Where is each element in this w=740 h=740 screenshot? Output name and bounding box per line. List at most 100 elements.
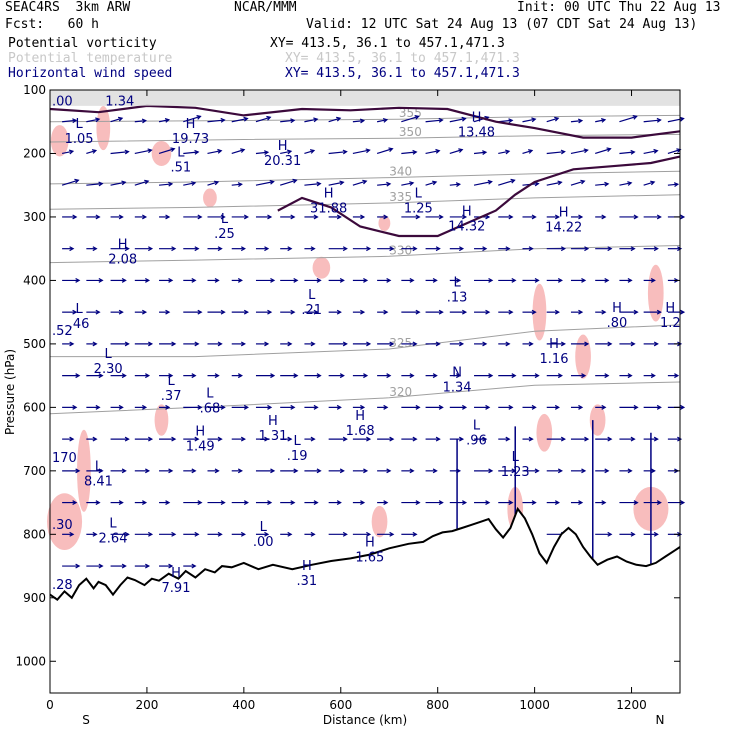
wind-vector-head — [680, 214, 686, 220]
wind-vector-head — [339, 468, 345, 474]
wind-vector-head — [461, 116, 467, 122]
wind-vector-head — [316, 277, 322, 283]
wind-vector-head — [656, 404, 662, 410]
wind-vector-head — [313, 309, 319, 315]
wind-vector — [134, 180, 149, 186]
wind-vector — [667, 183, 678, 186]
wind-vector-head — [98, 181, 104, 187]
wind-vector-head — [118, 404, 124, 410]
wind-vector-head — [69, 436, 75, 442]
stratosphere-band — [50, 90, 680, 106]
wind-vector-head — [171, 436, 177, 442]
wind-vector-head — [560, 246, 566, 252]
wind-vector-head — [604, 373, 610, 379]
wind-vector-head — [168, 277, 174, 283]
wind-vector-head — [365, 148, 371, 154]
pink-shade-region — [47, 493, 83, 551]
wind-vector-head — [220, 117, 226, 123]
wind-vector-head — [438, 117, 444, 123]
wind-vector-head — [650, 180, 656, 186]
wind-vector-head — [336, 404, 342, 410]
wind-vector — [207, 119, 225, 123]
wind-vector-head — [75, 277, 81, 283]
wind-vector-head — [604, 277, 610, 283]
wind-vector-head — [240, 531, 246, 537]
wind-vector-head — [237, 277, 243, 283]
field-xy-pv: XY= 413.5, 36.1 to 457.1,471.3 — [270, 36, 505, 51]
wind-vector-head — [462, 309, 468, 315]
field-name-wind: Horizontal wind speed — [8, 66, 173, 81]
y-tick-label: 400 — [23, 273, 46, 287]
extremum-value: 8.41 — [84, 475, 113, 490]
edge-value: .00 — [52, 94, 73, 109]
extremum-value: 19.73 — [172, 132, 209, 147]
wind-vector-head — [386, 468, 392, 474]
wind-vector-head — [485, 404, 491, 410]
extremum-marker: H — [302, 559, 312, 574]
wind-vector-head — [432, 468, 438, 474]
wind-vector — [377, 183, 391, 186]
wind-vector-head — [505, 149, 511, 155]
wind-vector-head — [456, 277, 462, 283]
wind-vector-head — [366, 341, 372, 347]
wind-vector-head — [220, 214, 226, 220]
extremum-value: 1.2 — [660, 316, 681, 331]
wind-vector — [352, 180, 367, 186]
pv-contour-tropopause — [49, 104, 681, 139]
wind-vector — [619, 115, 637, 123]
extremum-marker: L — [221, 212, 229, 227]
wind-vector-head — [220, 500, 226, 506]
wind-vector-head — [217, 148, 223, 154]
wind-vector-head — [438, 309, 444, 315]
wind-vector-head — [264, 436, 270, 442]
wind-vector-head — [487, 179, 493, 185]
pink-shade-region — [589, 404, 606, 436]
y-tick-label: 700 — [23, 464, 46, 478]
wind-vector-head — [270, 277, 276, 283]
wind-vector — [376, 148, 393, 155]
wind-vector — [304, 118, 318, 123]
wind-vector-head — [607, 531, 613, 537]
pink-shade-region — [532, 283, 547, 341]
y-tick-label: 500 — [23, 337, 46, 351]
wind-vector-head — [630, 341, 636, 347]
wind-vector-head — [267, 309, 273, 315]
pink-shade-region — [647, 264, 664, 322]
wind-vector-head — [388, 147, 394, 153]
wind-vector — [401, 151, 417, 155]
wind-vector — [86, 183, 103, 186]
wind-vector-head — [264, 341, 270, 347]
wind-vector-head — [508, 214, 514, 220]
wind-vector-head — [293, 277, 299, 283]
wind-vector-head — [560, 149, 566, 155]
field-name-pv: Potential vorticity — [8, 36, 157, 51]
wind-vector-head — [673, 182, 680, 187]
wind-vector-head — [584, 341, 590, 347]
wind-vector-head — [412, 341, 418, 347]
wind-vector — [401, 182, 414, 186]
wind-vector-head — [462, 214, 468, 220]
wind-vector-head — [363, 373, 369, 379]
wind-vector-head — [263, 150, 270, 156]
wind-vector-head — [145, 468, 151, 474]
extremum-value: 2.64 — [99, 532, 128, 547]
pink-shade-region — [536, 413, 553, 452]
wind-vector-head — [386, 277, 392, 283]
wind-vector-head — [607, 246, 613, 252]
wind-vector-head — [455, 182, 462, 187]
extremum-marker: H — [559, 206, 569, 221]
extremum-value: 1.49 — [186, 440, 215, 455]
wind-vector-head — [630, 531, 636, 537]
extremum-marker: H — [268, 414, 278, 429]
wind-vector-head — [267, 404, 273, 410]
wind-vector-head — [462, 500, 468, 506]
wind-vector — [110, 151, 129, 155]
wind-vector-head — [264, 531, 270, 537]
extremum-marker: H — [171, 566, 181, 581]
wind-vector-head — [505, 246, 511, 252]
wind-vector-head — [363, 468, 369, 474]
extremum-marker: L — [260, 520, 268, 535]
extremum-value: .51 — [171, 160, 192, 175]
